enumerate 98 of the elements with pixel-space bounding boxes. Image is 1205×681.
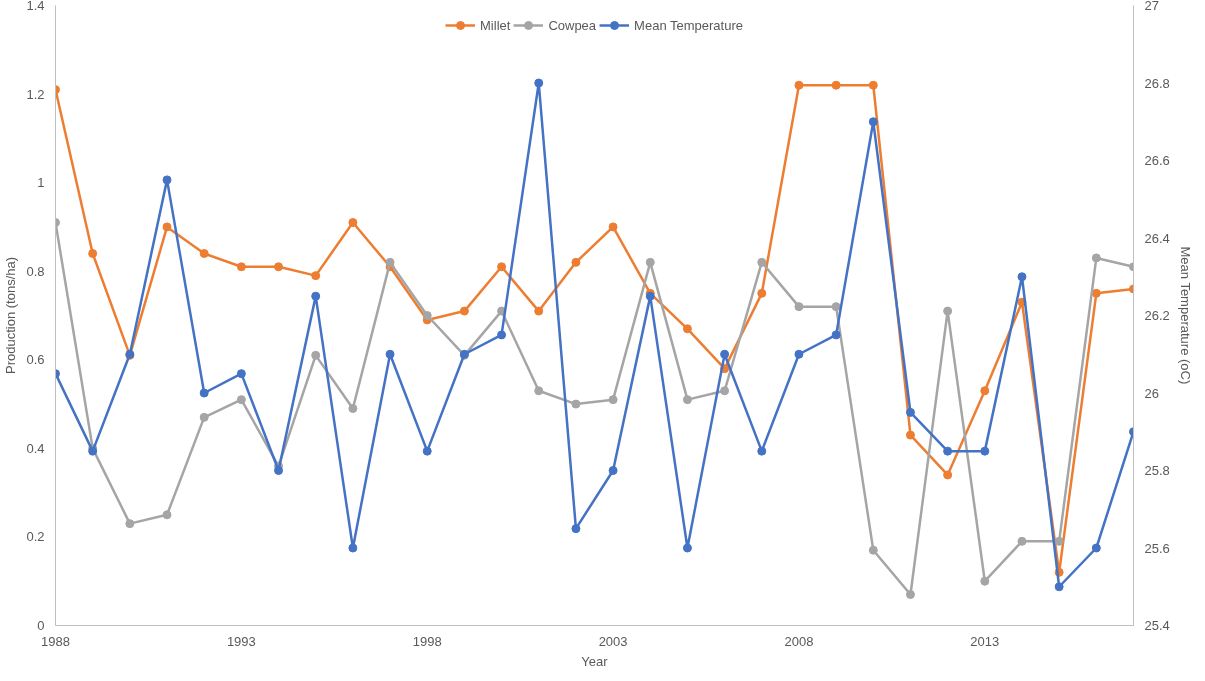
point [794,302,804,312]
point [162,222,172,232]
y2-tick-label: 26.4 [1144,230,1170,246]
point [980,446,990,456]
point [868,80,878,90]
point [534,386,544,396]
x-tick-label: 2003 [598,633,628,649]
point [162,510,172,520]
point [905,430,915,440]
point [571,399,581,409]
point [682,395,692,405]
point [1054,582,1064,592]
point [1017,272,1027,282]
y-tick-label: 0.2 [26,529,45,545]
point [868,117,878,127]
point [757,288,767,298]
point [348,404,358,413]
point [794,349,804,359]
x-tick-label: 1988 [41,633,70,649]
point [274,466,284,475]
y2-tick-label: 25.6 [1144,540,1170,556]
point [943,470,953,480]
x-axis-title: Year [581,653,609,669]
point [1091,253,1101,263]
point [831,302,841,312]
point [534,306,544,316]
point [385,257,395,267]
y2-tick-label: 26.2 [1144,308,1170,323]
point [534,78,544,88]
point [571,257,581,267]
point [943,306,953,316]
point [757,257,767,267]
x-tick-label: 1998 [412,633,442,649]
legend-label: Cowpea [548,17,597,33]
point [1091,543,1101,553]
y-tick-label: 1.4 [26,0,45,13]
point [236,262,246,272]
legend-label: Millet [480,17,511,33]
point [199,388,209,398]
point [682,543,692,553]
point [199,412,209,422]
y2-tick-label: 25.8 [1144,463,1170,478]
point [125,519,135,529]
point [1054,536,1064,546]
point [199,249,209,258]
point [980,386,990,396]
y2-tick-label: 26 [1144,385,1159,401]
point [162,175,172,185]
point [905,407,915,417]
x-tick-label: 2013 [970,633,1000,649]
point [905,590,915,599]
x-tick-label: 1993 [226,633,256,649]
point [422,311,432,320]
point [311,350,321,360]
point [1017,536,1027,546]
point [236,395,246,405]
point [497,262,507,272]
y-tick-label: 0.8 [26,263,45,279]
point [608,395,618,405]
point [868,545,878,555]
point [943,446,953,456]
point [571,524,581,534]
point [720,349,730,359]
point [757,446,767,456]
point [608,466,618,475]
point [831,80,841,90]
point [831,330,841,340]
point [385,349,395,359]
point [88,249,98,258]
y-axis-title: Production (tons/ha) [3,256,19,375]
y-tick-label: 1.2 [26,86,45,102]
y2-tick-label: 26.6 [1144,153,1170,168]
x-tick-label: 2008 [784,633,814,649]
point [497,330,507,340]
point [422,446,432,456]
legend-label: Mean Temperature [634,17,743,33]
y-tick-label: 0 [37,618,45,633]
y-tick-label: 0.6 [26,352,45,368]
point [311,291,321,301]
point [608,222,618,232]
y2-tick-label: 25.4 [1144,618,1170,633]
y-tick-label: 0.4 [26,440,45,456]
point [274,262,284,272]
point [459,306,469,316]
y2-axis-title: Mean Temperature (oC) [1177,246,1193,385]
point [348,218,358,227]
point [348,543,358,553]
point [682,324,692,334]
y2-tick-label: 27 [1144,0,1159,13]
point [311,271,321,281]
point [1091,288,1101,298]
point [980,576,990,586]
point [236,369,246,379]
y-tick-label: 1 [37,175,45,191]
y2-tick-label: 26.8 [1144,75,1170,91]
point [794,80,804,90]
point [645,257,655,267]
point [720,386,730,396]
